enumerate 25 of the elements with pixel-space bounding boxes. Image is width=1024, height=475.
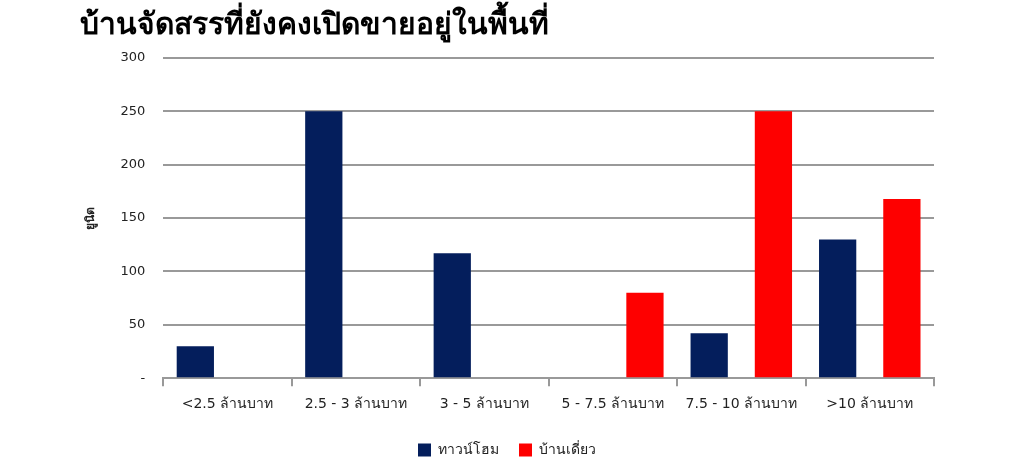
y-tick-label: 150 bbox=[120, 209, 146, 225]
y-tick-label: 200 bbox=[120, 156, 146, 172]
bar bbox=[883, 198, 921, 378]
x-tick-label: >10 ล้านบาท bbox=[826, 395, 914, 412]
y-tick-label: 100 bbox=[120, 262, 146, 278]
bar bbox=[305, 111, 343, 378]
bar bbox=[433, 253, 471, 378]
bar bbox=[819, 239, 857, 378]
chart-title: บ้านจัดสรรที่ยังคงเปิดขายอยู่ในพื้นที่ bbox=[80, 0, 549, 43]
bar bbox=[176, 346, 214, 378]
bar bbox=[690, 333, 728, 378]
x-tick-label: <2.5 ล้านบาท bbox=[181, 395, 274, 412]
x-tick-label: 7.5 - 10 ล้านบาท bbox=[685, 395, 798, 412]
x-tick-label: 5 - 7.5 ล้านบาท bbox=[561, 395, 665, 412]
y-tick-label: 50 bbox=[128, 316, 146, 332]
x-tick-label: 2.5 - 3 ล้านบาท bbox=[304, 395, 408, 412]
bar bbox=[754, 111, 793, 378]
x-tick-label: 3 - 5 ล้านบาท bbox=[439, 395, 529, 412]
y-tick-label: 250 bbox=[120, 102, 146, 118]
legend-label: ทาวน์โฮม bbox=[438, 440, 499, 457]
y-tick-label: - bbox=[140, 369, 146, 385]
y-tick-label: 300 bbox=[120, 49, 146, 65]
legend-label: บ้านเดี่ยว bbox=[539, 439, 596, 457]
bar bbox=[626, 292, 664, 378]
y-axis-title: ยูนิต bbox=[83, 206, 99, 230]
